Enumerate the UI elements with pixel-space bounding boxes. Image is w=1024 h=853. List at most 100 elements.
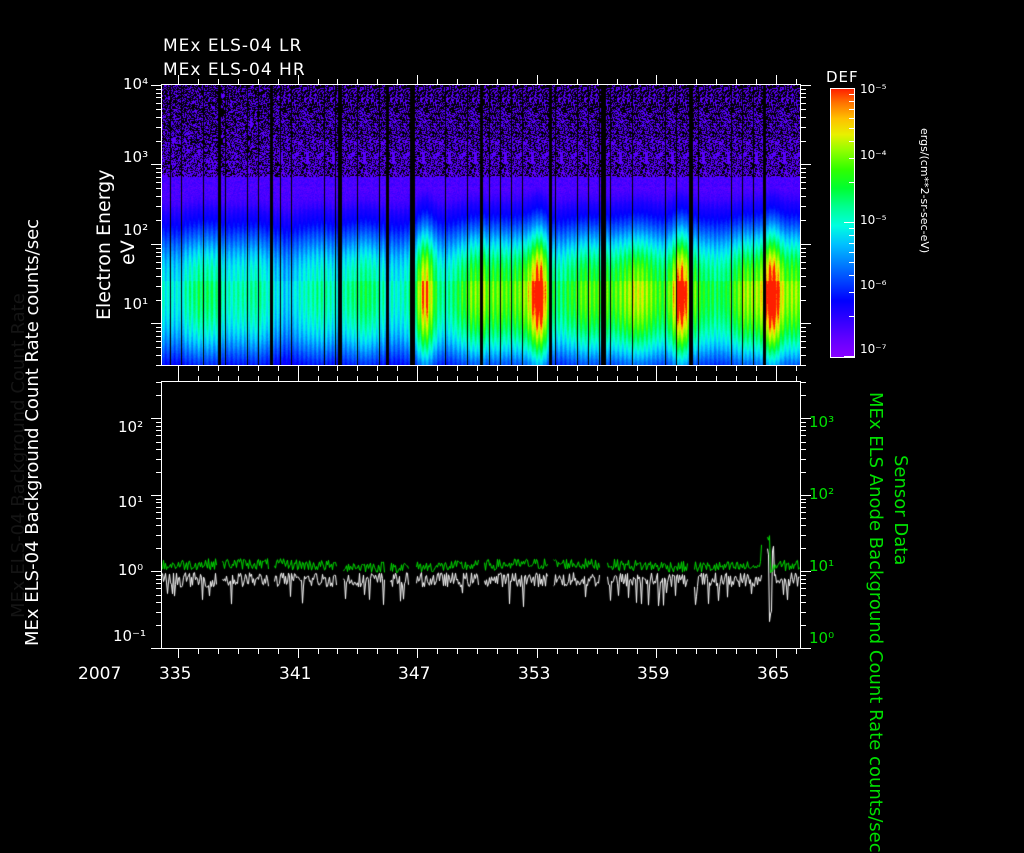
axis-tick	[156, 395, 162, 396]
axis-tick	[156, 595, 162, 596]
axis-tick	[151, 164, 162, 165]
axis-tick	[800, 459, 806, 460]
axis-tick	[716, 79, 717, 85]
axis-tick	[800, 612, 806, 613]
colorbar-label-0: 10⁻⁵	[860, 82, 887, 96]
axis-tick	[849, 262, 855, 263]
axis-tick	[849, 275, 855, 276]
axis-tick	[151, 571, 162, 572]
axis-tick	[377, 79, 378, 85]
low-frame-left	[161, 381, 162, 649]
axis-tick	[716, 648, 717, 654]
axis-tick	[617, 376, 618, 382]
axis-tick	[849, 292, 855, 293]
axis-tick	[298, 365, 299, 375]
colorbar[interactable]	[830, 88, 855, 358]
axis-tick	[377, 648, 378, 654]
axis-tick	[800, 117, 806, 118]
low-right-label-0: 10³	[809, 413, 835, 431]
axis-tick	[776, 372, 777, 382]
axis-tick	[156, 355, 162, 356]
axis-tick	[800, 177, 806, 178]
axis-tick	[800, 341, 806, 342]
axis-tick	[156, 449, 162, 450]
spectrogram-panel[interactable]	[162, 85, 800, 365]
axis-tick	[337, 376, 338, 382]
timeseries-plot[interactable]	[162, 382, 800, 648]
axis-tick	[477, 365, 478, 371]
axis-tick	[258, 79, 259, 85]
axis-tick	[151, 244, 162, 245]
axis-tick	[800, 422, 806, 423]
axis-tick	[736, 648, 737, 654]
axis-tick	[577, 365, 578, 371]
spectrogram-image[interactable]	[162, 85, 800, 365]
colorbar-label-2: 10⁻⁵	[860, 213, 887, 227]
colorbar-label-3: 10⁻⁶	[860, 278, 887, 292]
axis-tick	[318, 648, 319, 654]
axis-tick	[156, 602, 162, 603]
axis-tick	[796, 365, 797, 371]
axis-tick	[156, 422, 162, 423]
low-left-label-0: 10²	[118, 418, 144, 436]
axis-tick	[377, 376, 378, 382]
axis-tick	[736, 376, 737, 382]
axis-tick	[800, 365, 806, 366]
axis-tick	[156, 168, 162, 169]
axis-tick	[716, 365, 717, 371]
axis-tick	[716, 376, 717, 382]
axis-tick	[156, 248, 162, 249]
axis-tick	[497, 648, 498, 654]
axis-tick	[617, 79, 618, 85]
axis-tick	[800, 571, 811, 572]
axis-tick	[577, 376, 578, 382]
spec-yaxis-units: eV	[117, 240, 139, 265]
spec-ytick-label-0: 10⁴	[123, 75, 149, 93]
axis-tick	[800, 575, 806, 576]
axis-tick	[800, 442, 806, 443]
axis-tick	[156, 117, 162, 118]
axis-tick	[218, 376, 219, 382]
axis-tick	[156, 583, 162, 584]
low-frame-right	[800, 381, 801, 649]
axis-tick	[800, 579, 806, 580]
axis-tick	[557, 376, 558, 382]
axis-tick	[849, 235, 855, 236]
axis-tick	[457, 79, 458, 85]
axis-tick	[517, 365, 518, 371]
timeseries-panel[interactable]	[162, 382, 800, 648]
axis-tick	[156, 502, 162, 503]
x-axis-tick-label: 335	[159, 664, 192, 684]
x-axis-tick-label: 341	[279, 664, 312, 684]
axis-tick	[156, 507, 162, 508]
axis-tick	[577, 79, 578, 85]
axis-tick	[298, 372, 299, 382]
axis-tick	[800, 182, 806, 183]
axis-tick	[178, 365, 179, 375]
axis-tick	[156, 127, 162, 128]
low-left-axis-title: MEx ELS-04 Background Count Rate counts/…	[22, 218, 43, 646]
x-axis-tick-label: 365	[757, 664, 790, 684]
axis-tick	[337, 365, 338, 371]
axis-tick	[457, 648, 458, 654]
axis-tick	[844, 222, 855, 223]
axis-tick	[156, 382, 162, 383]
spec-ytick-label-1: 10³	[123, 148, 149, 166]
axis-tick	[156, 182, 162, 183]
axis-tick	[156, 109, 162, 110]
axis-tick	[796, 79, 797, 85]
axis-tick	[357, 79, 358, 85]
axis-tick	[156, 177, 162, 178]
axis-tick	[437, 365, 438, 371]
axis-tick	[800, 507, 806, 508]
axis-tick	[800, 220, 806, 221]
axis-tick	[477, 79, 478, 85]
axis-tick	[156, 286, 162, 287]
axis-tick	[156, 435, 162, 436]
low-left-label-2: 10⁰	[118, 561, 144, 579]
low-right-axis-title: MEx ELS Anode Background Count Rate coun…	[865, 392, 886, 853]
axis-tick	[258, 648, 259, 654]
axis-tick	[800, 382, 806, 383]
axis-tick	[800, 103, 806, 104]
axis-tick	[736, 365, 737, 371]
